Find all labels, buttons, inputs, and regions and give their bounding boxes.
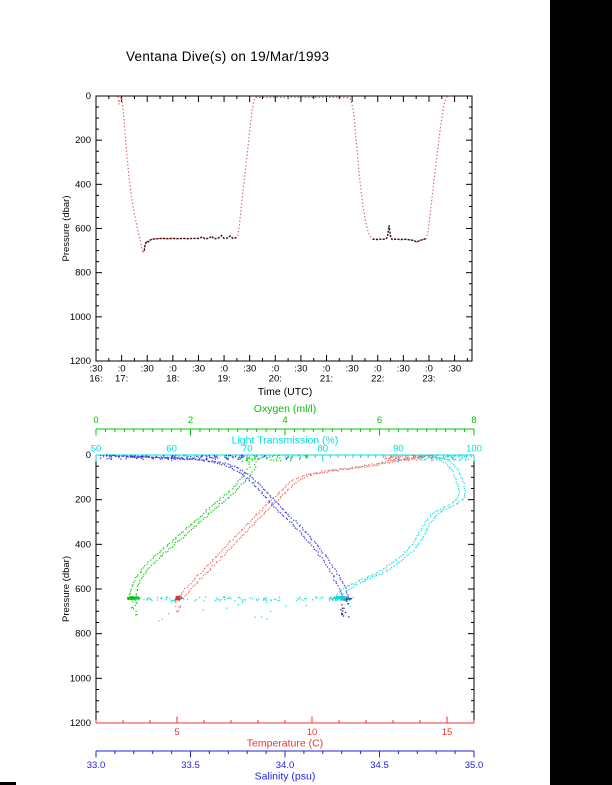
svg-text:19:: 19: — [217, 374, 230, 385]
depth-time-chart — [95, 95, 473, 362]
svg-text:Pressure (dbar): Pressure (dbar) — [61, 196, 72, 262]
svg-text:90: 90 — [393, 444, 404, 455]
svg-text:Salinity (psu): Salinity (psu) — [255, 771, 316, 783]
svg-text::0: :0 — [271, 364, 279, 375]
svg-text::0: :0 — [323, 364, 331, 375]
right-black-border — [550, 0, 612, 785]
depth-time-axes: :30:0:30:0:30:0:30:0:30:0:30:0:30:0:3016… — [61, 91, 472, 398]
svg-text:20:: 20: — [269, 374, 282, 385]
svg-text:600: 600 — [75, 584, 91, 595]
svg-text::0: :0 — [169, 364, 177, 375]
svg-text::0: :0 — [220, 364, 228, 375]
temperature-profile — [174, 454, 434, 613]
svg-text:0: 0 — [86, 450, 91, 461]
svg-text:Oxygen (ml/l): Oxygen (ml/l) — [254, 403, 316, 415]
svg-text:800: 800 — [75, 629, 91, 640]
svg-text:15: 15 — [442, 727, 453, 738]
svg-text:200: 200 — [75, 495, 91, 506]
temp-axis: 5 10 15 Temperature (C) — [95, 716, 475, 750]
svg-text::0: :0 — [374, 364, 382, 375]
svg-text:100: 100 — [466, 444, 482, 455]
svg-text:1200: 1200 — [70, 718, 91, 729]
svg-text:400: 400 — [75, 539, 91, 550]
salinity-profile — [99, 454, 352, 618]
svg-text::30: :30 — [397, 364, 410, 375]
svg-text::30: :30 — [346, 364, 359, 375]
svg-text::30: :30 — [294, 364, 307, 375]
svg-text:200: 200 — [75, 135, 91, 146]
svg-text:2: 2 — [188, 415, 193, 426]
oxygen-profile — [126, 454, 308, 616]
svg-text:23:: 23: — [422, 374, 435, 385]
svg-text:34.0: 34.0 — [276, 760, 295, 771]
svg-text:Light Transmission (%): Light Transmission (%) — [232, 435, 339, 447]
svg-text:0: 0 — [86, 91, 91, 102]
svg-text:22:: 22: — [371, 374, 384, 385]
sal-axis: 33.0 33.5 34.0 34.5 35.0 Salinity (psu) — [87, 750, 484, 783]
svg-text:6: 6 — [377, 415, 382, 426]
svg-text:0: 0 — [93, 415, 98, 426]
svg-text:4: 4 — [282, 415, 287, 426]
svg-text::30: :30 — [192, 364, 205, 375]
svg-text:Temperature (C): Temperature (C) — [247, 738, 323, 750]
bottom-left-black-mark — [0, 782, 16, 785]
svg-text:18:: 18: — [166, 374, 179, 385]
oxygen-axis: 0 2 4 6 8 Oxygen (ml/l) — [93, 403, 477, 436]
svg-text::0: :0 — [425, 364, 433, 375]
svg-text:Time (UTC): Time (UTC) — [258, 386, 312, 398]
svg-text:1200: 1200 — [70, 356, 91, 367]
svg-text::0: :0 — [118, 364, 126, 375]
svg-text:Pressure (dbar): Pressure (dbar) — [61, 556, 72, 622]
svg-text:35.0: 35.0 — [465, 760, 484, 771]
svg-text:70: 70 — [242, 444, 253, 455]
svg-text::30: :30 — [243, 364, 256, 375]
svg-text::30: :30 — [448, 364, 461, 375]
chart-title: Ventana Dive(s) on 19/Mar/1993 — [126, 49, 330, 64]
svg-text:5: 5 — [174, 727, 179, 738]
svg-text:600: 600 — [75, 224, 91, 235]
svg-text:1000: 1000 — [70, 312, 91, 323]
svg-text:33.0: 33.0 — [87, 760, 106, 771]
svg-text:60: 60 — [166, 444, 177, 455]
svg-text:16:: 16: — [89, 374, 102, 385]
light-transmission-profile — [132, 454, 473, 622]
svg-text::30: :30 — [141, 364, 154, 375]
svg-text::30: :30 — [89, 364, 102, 375]
svg-text:50: 50 — [91, 444, 102, 455]
svg-text:17:: 17: — [115, 374, 128, 385]
svg-text:80: 80 — [318, 444, 329, 455]
svg-text:10: 10 — [307, 727, 318, 738]
svg-text:400: 400 — [75, 179, 91, 190]
svg-text:800: 800 — [75, 268, 91, 279]
svg-text:21:: 21: — [320, 374, 333, 385]
dive-profile-trace — [117, 95, 453, 256]
svg-text:1000: 1000 — [70, 673, 91, 684]
svg-text:33.5: 33.5 — [181, 760, 200, 771]
svg-text:8: 8 — [471, 415, 476, 426]
profiles-chart: 0 200 400 600 800 1000 1200 Pressure (dbar) — [61, 450, 475, 729]
svg-text:34.5: 34.5 — [370, 760, 389, 771]
